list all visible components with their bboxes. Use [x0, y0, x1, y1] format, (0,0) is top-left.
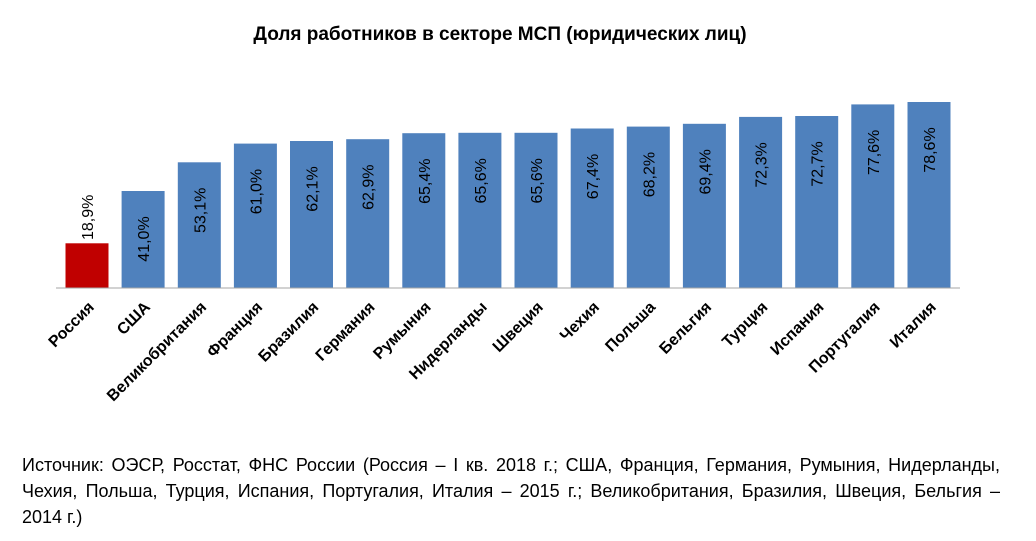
value-label-10: 67,4% — [585, 154, 602, 199]
value-label-8: 65,6% — [473, 158, 490, 203]
value-label-14: 72,7% — [810, 141, 827, 186]
value-label-12: 69,4% — [697, 149, 714, 194]
value-label-15: 77,6% — [866, 130, 883, 175]
bar-4 — [233, 143, 277, 288]
bar-8 — [458, 132, 502, 288]
value-label-13: 72,3% — [754, 142, 771, 187]
bar-9 — [514, 132, 558, 288]
value-label-4: 61,0% — [248, 169, 265, 214]
category-label-13: Турция — [719, 299, 771, 351]
category-label-6: Германия — [313, 299, 379, 365]
bar-13 — [739, 116, 783, 289]
category-label-11: Польша — [602, 299, 659, 356]
bar-14 — [795, 116, 839, 288]
bar-16 — [907, 102, 951, 288]
value-label-3: 53,1% — [192, 188, 209, 233]
value-label-2: 41,0% — [136, 216, 153, 261]
category-label-1: Россия — [46, 299, 98, 351]
value-label-11: 68,2% — [641, 152, 658, 197]
value-label-5: 62,1% — [305, 166, 322, 211]
bar-12 — [682, 123, 726, 288]
bar-2 — [121, 191, 165, 288]
bar-5 — [290, 141, 333, 288]
source-note: Источник: ОЭСР, Росстат, ФНС России (Рос… — [22, 455, 1000, 527]
bar-6 — [346, 139, 390, 288]
value-label-1: 18,9% — [80, 195, 97, 240]
category-label-9: Швеция — [490, 299, 547, 356]
bar-10 — [570, 128, 614, 288]
value-label-9: 65,6% — [529, 158, 546, 203]
bar-1 — [65, 243, 109, 288]
bar-11 — [626, 126, 670, 288]
bars-layer — [65, 102, 951, 289]
category-label-5: Бразилия — [256, 299, 323, 366]
value-label-7: 65,4% — [417, 159, 434, 204]
value-label-16: 78,6% — [922, 127, 939, 172]
bar-chart: 18,9% Россия 41,0% США 53,1% Великобритания 61… — [46, 102, 960, 405]
category-label-10: Чехия — [557, 299, 603, 345]
bar-3 — [177, 162, 221, 288]
category-label-16: Италия — [887, 299, 940, 352]
bar-7 — [402, 133, 446, 288]
category-label-14: Испания — [768, 299, 828, 359]
value-label-6: 62,9% — [361, 165, 378, 210]
bar-15 — [851, 104, 895, 289]
category-label-2: США — [114, 298, 154, 338]
category-label-3: Великобритания — [104, 299, 210, 405]
category-label-12: Бельгия — [656, 299, 715, 358]
chart-title: Доля работников в секторе МСП (юридическ… — [253, 24, 747, 45]
